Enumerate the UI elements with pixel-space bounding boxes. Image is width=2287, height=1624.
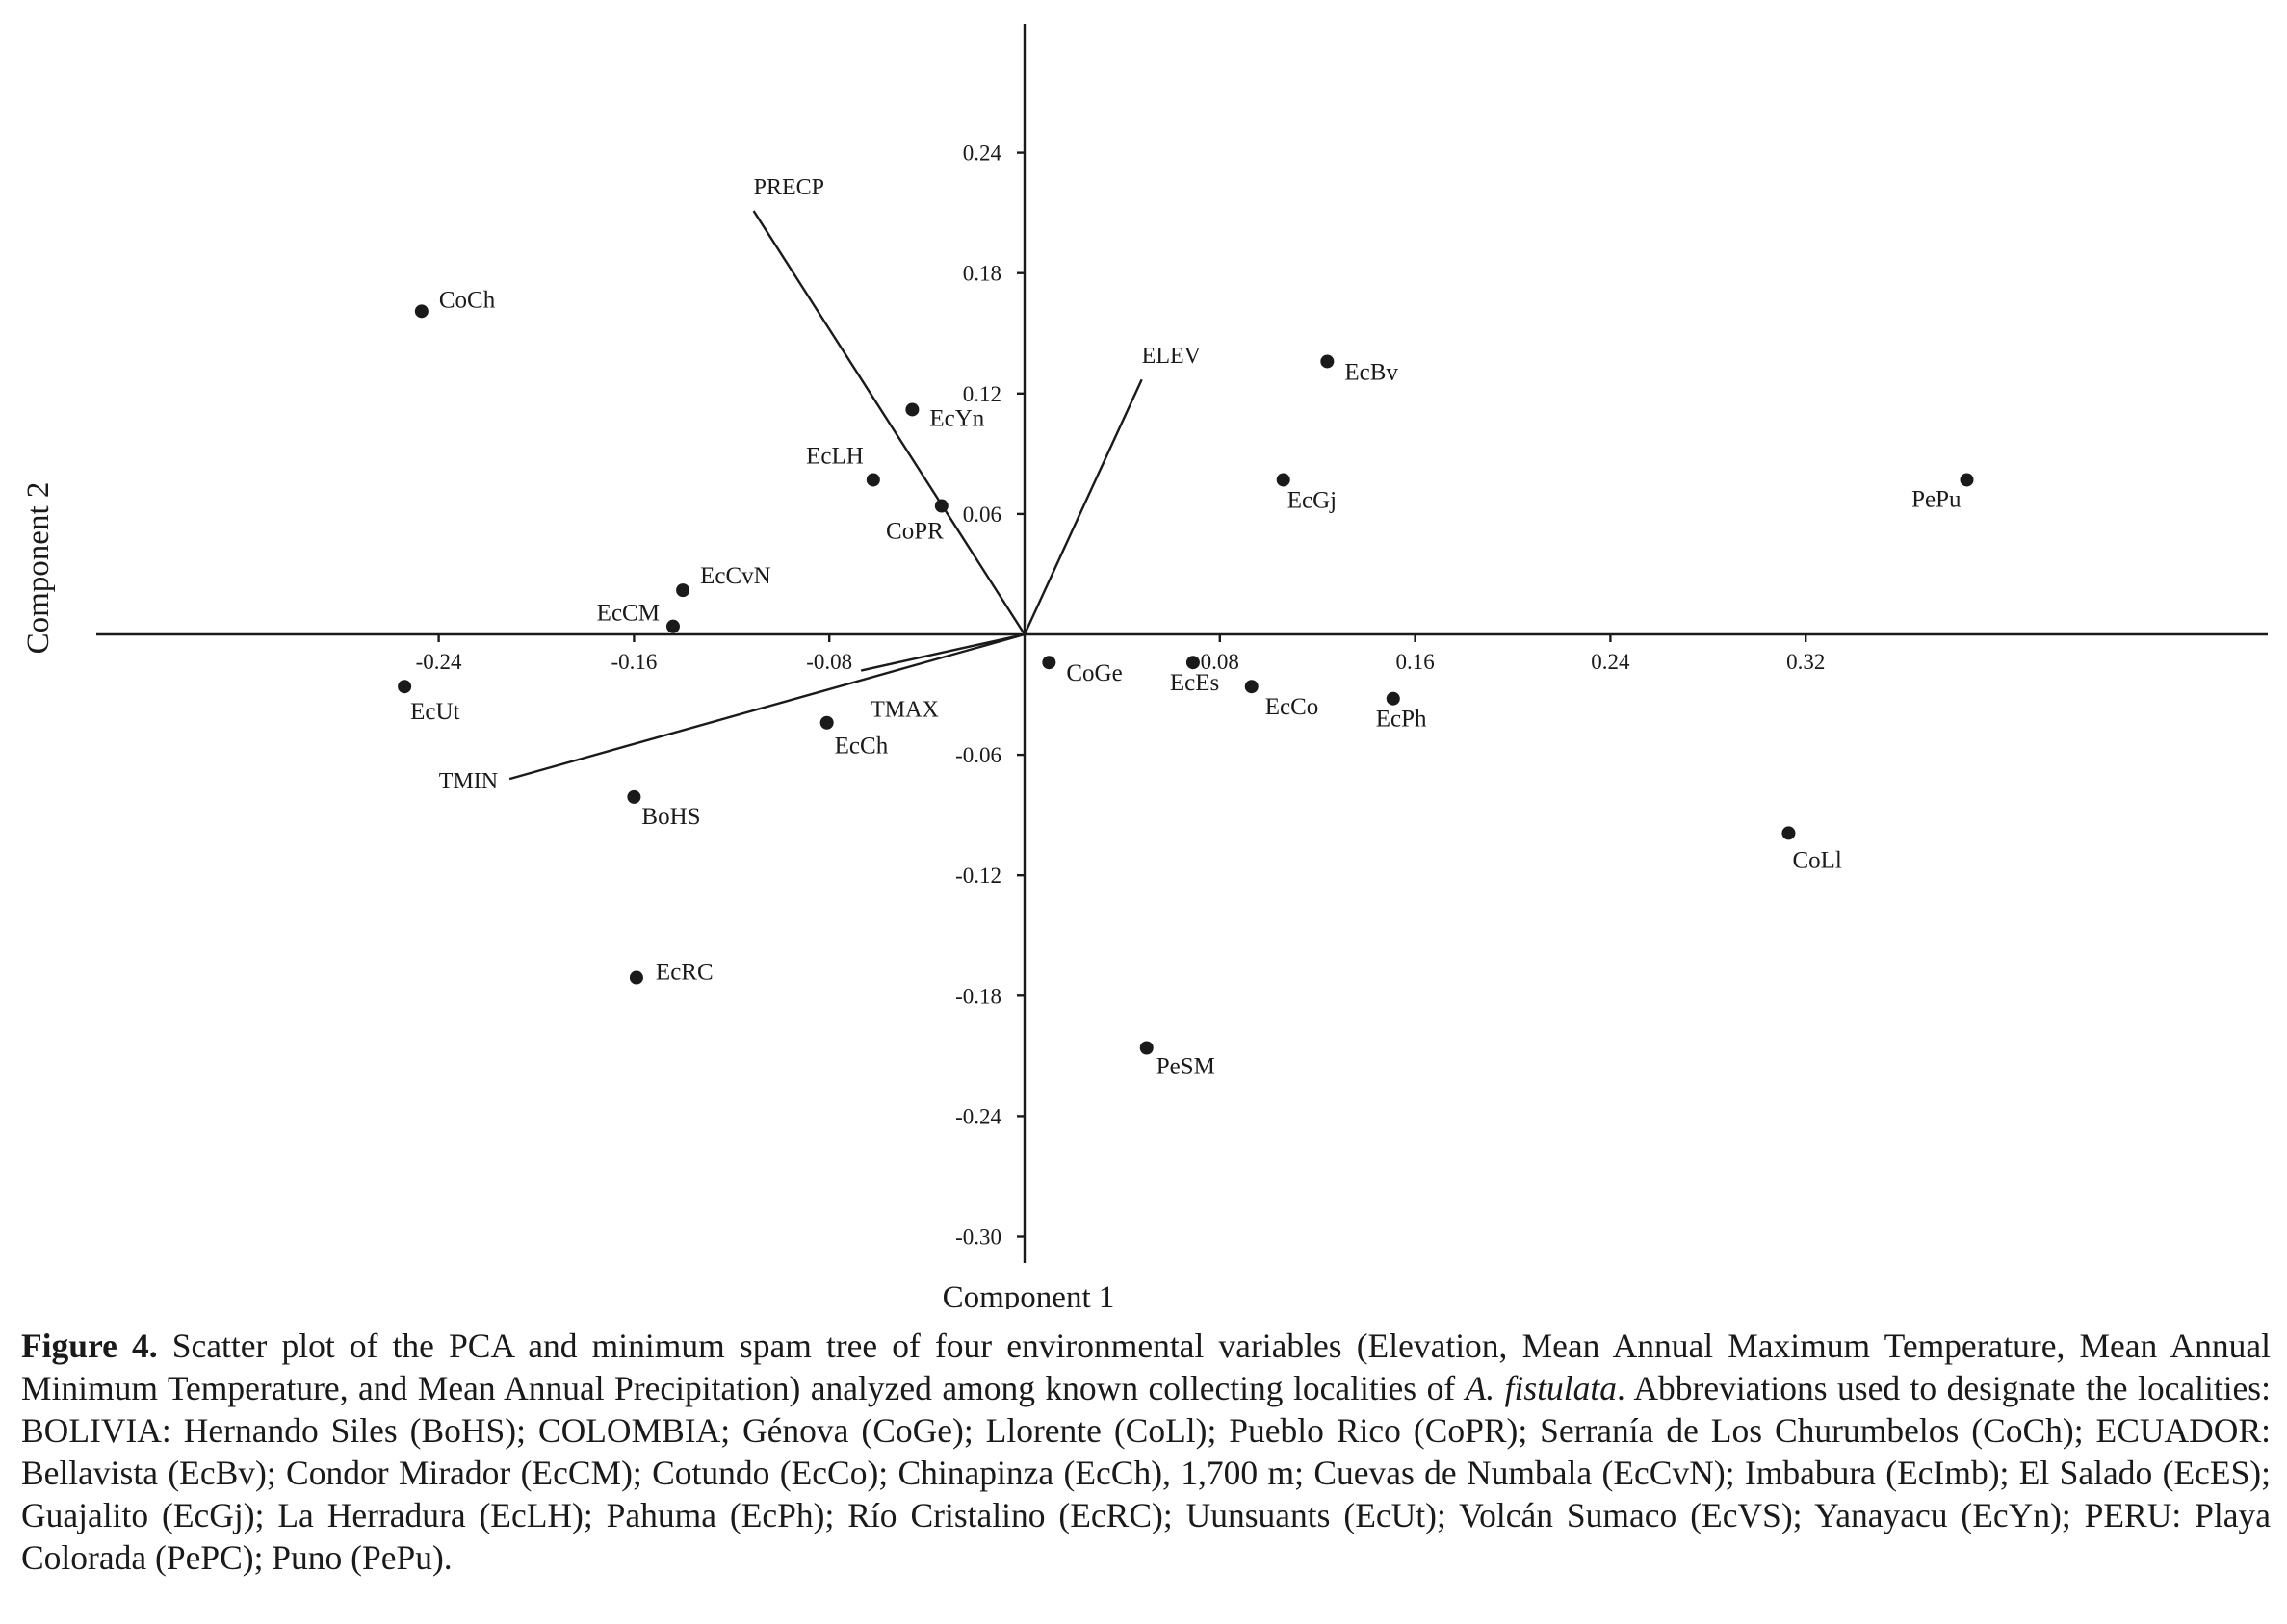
point-label: EcCo	[1265, 694, 1319, 720]
x-tick-label: 0.32	[1786, 650, 1825, 674]
vector-line	[752, 210, 1027, 635]
data-point	[819, 715, 834, 730]
data-point	[866, 473, 880, 487]
y-tick-label: -0.12	[955, 864, 1001, 888]
vector-label: TMIN	[439, 769, 498, 794]
point-label: EcPh	[1376, 707, 1427, 733]
x-tick-label: -0.24	[416, 650, 462, 674]
x-tick-label: 0.16	[1395, 650, 1434, 674]
y-tick-label: 0.12	[963, 382, 1001, 406]
x-tick-label: -0.08	[806, 650, 852, 674]
vector-line	[1023, 378, 1143, 635]
data-point	[665, 619, 680, 633]
point-label: EcYn	[929, 405, 984, 431]
point-label: CoGe	[1066, 660, 1122, 686]
vector-label: TMAX	[871, 698, 939, 723]
point-label: EcLH	[806, 443, 864, 469]
point-label: EcUt	[410, 699, 459, 725]
y-tick-label: -0.24	[955, 1104, 1001, 1128]
y-tick-label: -0.18	[955, 984, 1001, 1008]
point-label: EcEs	[1170, 670, 1219, 696]
vector-lines: PRECP ELEV TMAX TMIN	[439, 175, 1202, 794]
point-label: EcRC	[656, 960, 714, 986]
point-label: EcGj	[1287, 487, 1337, 513]
y-tick-label: 0.06	[963, 503, 1001, 527]
point-label: PeSM	[1156, 1054, 1215, 1080]
point-label: EcCh	[835, 734, 889, 760]
figure-caption: Figure 4. Scatter plot of the PCA and mi…	[21, 1325, 2271, 1579]
data-point	[414, 304, 429, 319]
point-label: CoCh	[439, 287, 496, 313]
data-point	[934, 499, 949, 513]
y-tick-label: 0.24	[963, 142, 1002, 166]
data-point	[629, 970, 643, 985]
data-point	[627, 789, 641, 804]
data-point	[1244, 680, 1259, 694]
x-tick-label: 0.24	[1591, 650, 1630, 674]
vector-label: PRECP	[754, 175, 824, 200]
point-label: CoPR	[886, 519, 944, 545]
point-label: PePu	[1911, 486, 1962, 512]
vector-line	[860, 632, 1026, 672]
y-axis-title: Component 2	[21, 482, 56, 655]
x-tick-label: -0.16	[611, 650, 657, 674]
data-point	[676, 583, 690, 598]
point-label: EcCvN	[700, 563, 771, 589]
pca-scatter-plot: -0.24 -0.16 -0.08 0.08 0.16 0.24 0.32 0.24 0.18 0…	[21, 24, 2268, 1309]
x-tick-label: 0.08	[1201, 650, 1239, 674]
point-label: BoHS	[641, 804, 700, 830]
y-tick-label: -0.30	[955, 1225, 1001, 1250]
data-point	[1276, 473, 1290, 487]
point-label: EcBv	[1344, 359, 1398, 385]
data-point	[1781, 826, 1796, 840]
point-label: EcCM	[597, 601, 660, 627]
vector-label: ELEV	[1142, 344, 1202, 369]
caption-species-name: A. fistulata	[1465, 1369, 1618, 1407]
data-point	[1386, 691, 1400, 706]
caption-text-part-1: Scatter plot of the PCA and minimum spam…	[21, 1327, 2271, 1407]
point-label: CoLl	[1792, 847, 1841, 873]
x-axis-title: Component 1	[943, 1280, 1115, 1309]
caption-text-part-2: . Abbreviations used to designate the lo…	[21, 1369, 2271, 1577]
data-point	[1320, 354, 1335, 369]
data-point	[905, 402, 920, 417]
y-tick-label: 0.18	[963, 262, 1001, 286]
data-points: CoCh EcYn EcLH CoPR EcCvN EcCM EcUt EcCh BoHS EcR…	[398, 287, 1974, 1080]
data-point	[1960, 473, 1974, 487]
axes: -0.24 -0.16 -0.08 0.08 0.16 0.24 0.32 0.24 0.18 0…	[96, 24, 2268, 1263]
data-point	[1042, 656, 1056, 670]
data-point	[1139, 1041, 1154, 1055]
data-point	[1185, 656, 1200, 670]
y-tick-label: -0.06	[955, 743, 1001, 767]
vector-line	[508, 632, 1026, 781]
data-point	[398, 680, 412, 694]
caption-figure-label: Figure 4.	[21, 1327, 158, 1365]
